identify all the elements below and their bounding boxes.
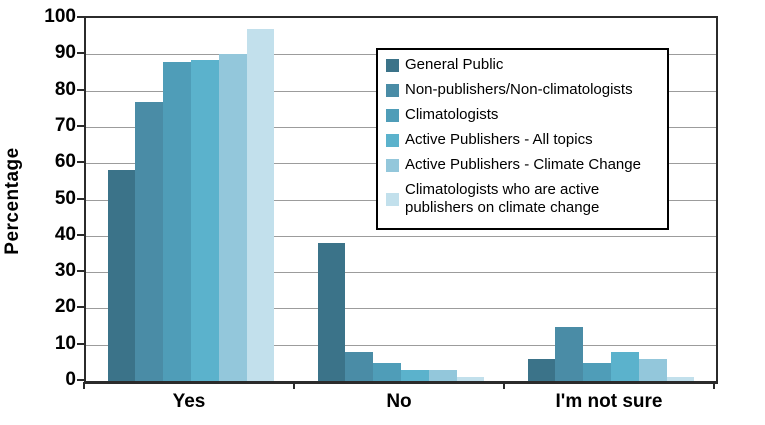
legend-item: Active Publishers - Climate Change — [386, 156, 659, 174]
bar — [583, 362, 611, 381]
y-tick-mark — [77, 342, 84, 345]
gridline — [86, 235, 716, 237]
legend-label: Active Publishers - All topics — [405, 131, 593, 148]
y-tick-label: 40 — [54, 223, 76, 245]
bar — [401, 370, 429, 381]
bar — [666, 377, 695, 381]
legend-label: Climatologists — [405, 106, 499, 123]
y-tick-mark — [77, 306, 84, 309]
legend: General Public Non-publishers/Non-climato… — [376, 48, 669, 230]
legend-label: General Public — [405, 56, 504, 73]
legend-item: Climatologists — [386, 106, 659, 124]
y-tick-mark — [77, 270, 84, 273]
bar — [135, 101, 164, 381]
bar — [218, 54, 247, 381]
legend-item: Non-publishers/Non-climatologists — [386, 81, 659, 99]
x-tick-mark — [83, 382, 85, 389]
x-axis-label: No — [386, 391, 412, 412]
legend-swatch-icon — [386, 192, 399, 206]
bar — [191, 59, 219, 381]
legend-label: Active Publishers - Climate Change — [405, 156, 641, 173]
y-tick-mark — [77, 197, 84, 200]
bar — [638, 359, 667, 381]
y-tick-mark — [77, 16, 84, 18]
legend-item: General Public — [386, 56, 659, 74]
bar — [373, 362, 401, 381]
plot-area: General Public Non-publishers/Non-climato… — [84, 16, 718, 384]
bar — [527, 359, 556, 381]
x-tick-mark — [713, 382, 715, 389]
legend-item: Climatologists who are active publishers… — [386, 181, 659, 217]
y-tick-mark — [77, 161, 84, 164]
x-tick-mark — [503, 382, 505, 389]
gridline — [86, 344, 716, 346]
legend-label: Climatologists who are active publishers… — [405, 181, 600, 216]
legend-swatch-icon — [386, 158, 399, 172]
x-tick-mark — [293, 382, 295, 389]
bar — [428, 370, 457, 381]
legend-swatch-icon — [386, 133, 399, 147]
bar — [246, 28, 275, 381]
gridline — [86, 308, 716, 310]
y-tick-mark — [77, 379, 84, 381]
legend-item: Active Publishers - All topics — [386, 131, 659, 149]
legend-swatch-icon — [386, 58, 399, 72]
legend-swatch-icon — [386, 83, 399, 97]
bar — [345, 351, 374, 381]
y-tick-label: 50 — [54, 187, 76, 209]
y-tick-label: 60 — [54, 151, 76, 173]
y-tick-mark — [77, 52, 84, 55]
bar — [456, 377, 485, 381]
y-tick-mark — [77, 88, 84, 91]
bar — [555, 326, 584, 381]
gridline — [86, 272, 716, 274]
y-tick-label: 20 — [54, 296, 76, 318]
bar — [611, 351, 639, 381]
x-axis-label: Yes — [172, 391, 206, 412]
y-tick-mark — [77, 233, 84, 236]
x-axis-label: I'm not sure — [555, 391, 663, 412]
legend-label: Non-publishers/Non-climatologists — [405, 81, 633, 98]
legend-swatch-icon — [386, 108, 399, 122]
y-tick-label: 10 — [54, 332, 76, 354]
y-tick-label: 90 — [54, 42, 76, 64]
bar — [163, 61, 191, 381]
y-tick-label: 100 — [44, 6, 76, 27]
y-tick-label: 70 — [54, 114, 76, 136]
y-tick-label: 0 — [65, 369, 76, 390]
y-tick-label: 30 — [54, 260, 76, 282]
y-tick-mark — [77, 124, 84, 127]
bar — [107, 170, 136, 381]
y-tick-label: 80 — [54, 78, 76, 100]
bar — [317, 243, 346, 381]
